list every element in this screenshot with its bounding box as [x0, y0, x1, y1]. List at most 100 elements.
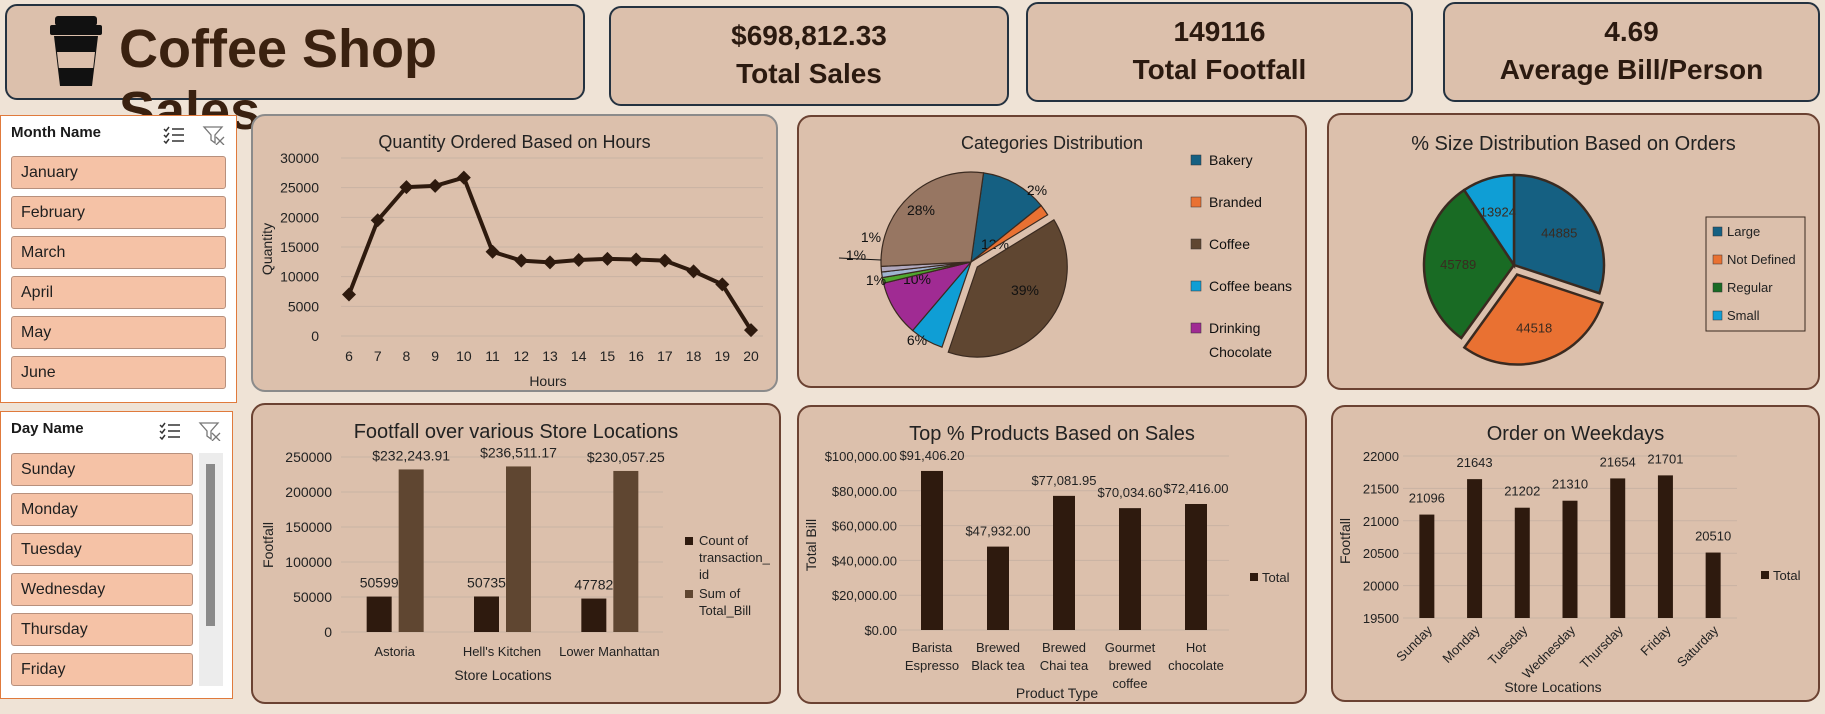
legend-label: Bakery: [1209, 152, 1253, 168]
data-label: 21310: [1552, 477, 1588, 492]
slice-label: 2%: [1027, 182, 1047, 198]
multi-select-icon[interactable]: [162, 125, 186, 145]
legend-label: Total_Bill: [699, 603, 751, 618]
data-label: 21096: [1409, 491, 1445, 506]
pie-slice: [970, 172, 1042, 264]
bar: [1514, 507, 1530, 618]
y-tick-label: 10000: [280, 269, 319, 285]
bar: [506, 466, 531, 632]
legend-swatch: [1190, 196, 1202, 208]
slicer-item-may[interactable]: May: [11, 316, 226, 349]
y-tick-label: 150000: [285, 519, 332, 535]
scrollbar-thumb[interactable]: [206, 464, 215, 626]
slicer-item-sunday[interactable]: Sunday: [11, 453, 193, 486]
x-tick-label: Black tea: [971, 658, 1025, 673]
slice-label: 6%: [907, 332, 927, 348]
categories-pie-chart: 12%2%39%6%10%1%1%1%28%BakeryBrandedCoffe…: [838, 152, 1292, 360]
data-label: 50735: [467, 574, 506, 590]
x-axis-label: Product Type: [1016, 685, 1098, 701]
slicer-item-april[interactable]: April: [11, 276, 226, 309]
hours-chart-panel: Quantity Ordered Based on Hours 30000 250…: [251, 114, 778, 392]
bar: [1562, 500, 1578, 618]
y-tick-label: 21000: [1363, 514, 1399, 529]
legend-label: Drinking: [1209, 320, 1260, 336]
slicer-scrollbar[interactable]: [199, 453, 223, 686]
x-tick-label: Hot: [1186, 640, 1207, 655]
y-tick-label: 20000: [1363, 579, 1399, 594]
pie-slice: [880, 171, 985, 268]
weekday-chart-panel: Order on Weekdays 22000 21500 21000 20500 20…: [1331, 405, 1820, 702]
kpi-total-footfall: 149116 Total Footfall: [1026, 2, 1413, 102]
x-tick-label: 20: [743, 348, 759, 364]
x-tick-label: 13: [542, 348, 558, 364]
products-bar-chart: $100,000.00 $80,000.00 $60,000.00 $40,000.0…: [803, 448, 1290, 701]
y-tick-label: 20000: [280, 209, 319, 225]
bar: [366, 596, 392, 632]
slicer-item-thursday[interactable]: Thursday: [11, 613, 193, 646]
slice-label: 1%: [861, 229, 881, 245]
kpi-value: 149116: [1173, 16, 1266, 47]
slicer-item-march[interactable]: March: [11, 236, 226, 269]
data-label: $47,932.00: [965, 524, 1030, 539]
y-tick-label: 200000: [285, 484, 332, 500]
bar: [1610, 478, 1626, 618]
x-tick-label: 6: [345, 348, 353, 364]
x-tick-label: Friday: [1637, 622, 1673, 658]
store-bar-chart: 250000 200000 150000 100000 50000 0 50599 $232,…: [260, 444, 771, 683]
kpi-total-sales: $698,812.33 Total Sales: [609, 6, 1009, 106]
slicer-item-tuesday[interactable]: Tuesday: [11, 533, 193, 566]
slicer-item-february[interactable]: February: [11, 196, 226, 229]
y-tick-label: 50000: [293, 589, 332, 605]
x-tick-label: Brewed: [1042, 640, 1086, 655]
legend-label: Coffee beans: [1209, 278, 1292, 294]
coffee-cup-icon: [50, 16, 102, 86]
size-chart-panel: % Size Distribution Based on Orders 4488…: [1327, 113, 1820, 390]
x-tick-label: chocolate: [1168, 658, 1224, 673]
y-tick-label: 250000: [285, 449, 332, 465]
data-label: $72,416.00: [1163, 481, 1228, 496]
legend-label: Large: [1727, 224, 1760, 239]
data-point: [571, 253, 586, 268]
data-point: [370, 213, 385, 228]
slice-label: 28%: [907, 202, 935, 218]
leader-line: [838, 257, 882, 261]
data-label: $77,081.95: [1031, 473, 1096, 488]
bar: [474, 596, 499, 632]
data-label: $230,057.25: [587, 449, 665, 465]
title-card: Coffee Shop Sales: [5, 4, 585, 141]
y-tick-label: 0: [311, 328, 319, 344]
data-label: 20510: [1695, 529, 1731, 544]
slicer-item-friday[interactable]: Friday: [11, 653, 193, 686]
multi-select-icon[interactable]: [158, 421, 182, 441]
slicer-item-wednesday[interactable]: Wednesday: [11, 573, 193, 606]
legend-label: id: [699, 567, 709, 582]
data-label: 21202: [1504, 484, 1540, 499]
legend-swatch: [1190, 238, 1202, 250]
legend-label: Total: [1262, 570, 1290, 585]
data-label: 50599: [360, 575, 399, 591]
data-point: [600, 251, 615, 266]
size-pie-chart: 44885 44518 45789 13924 Large Not Defined Regu…: [1422, 173, 1806, 366]
slicer-item-monday[interactable]: Monday: [11, 493, 193, 526]
chart-title: Footfall over various Store Locations: [353, 421, 679, 443]
slice-label: 45789: [1440, 257, 1476, 272]
x-tick-label: 10: [456, 348, 472, 364]
legend-label: Not Defined: [1727, 252, 1796, 267]
data-label: $91,406.20: [899, 448, 964, 463]
data-point: [456, 170, 471, 185]
data-point: [342, 287, 356, 302]
clear-filter-icon[interactable]: [202, 125, 226, 145]
clear-filter-icon[interactable]: [198, 421, 222, 441]
data-point: [428, 178, 443, 193]
legend-label: transaction_: [699, 550, 771, 565]
legend-swatch: [1712, 310, 1723, 321]
bar: [1419, 514, 1435, 618]
slicer-item-january[interactable]: January: [11, 156, 226, 189]
y-tick-label: 30000: [280, 150, 319, 166]
slicer-item-june[interactable]: June: [11, 356, 226, 389]
data-label: $236,511.17: [480, 444, 557, 460]
x-tick-label: 11: [485, 348, 500, 364]
y-axis-label: Footfall: [1337, 518, 1353, 564]
kpi-value: 4.69: [1604, 16, 1659, 47]
y-tick-label: 5000: [288, 298, 319, 314]
